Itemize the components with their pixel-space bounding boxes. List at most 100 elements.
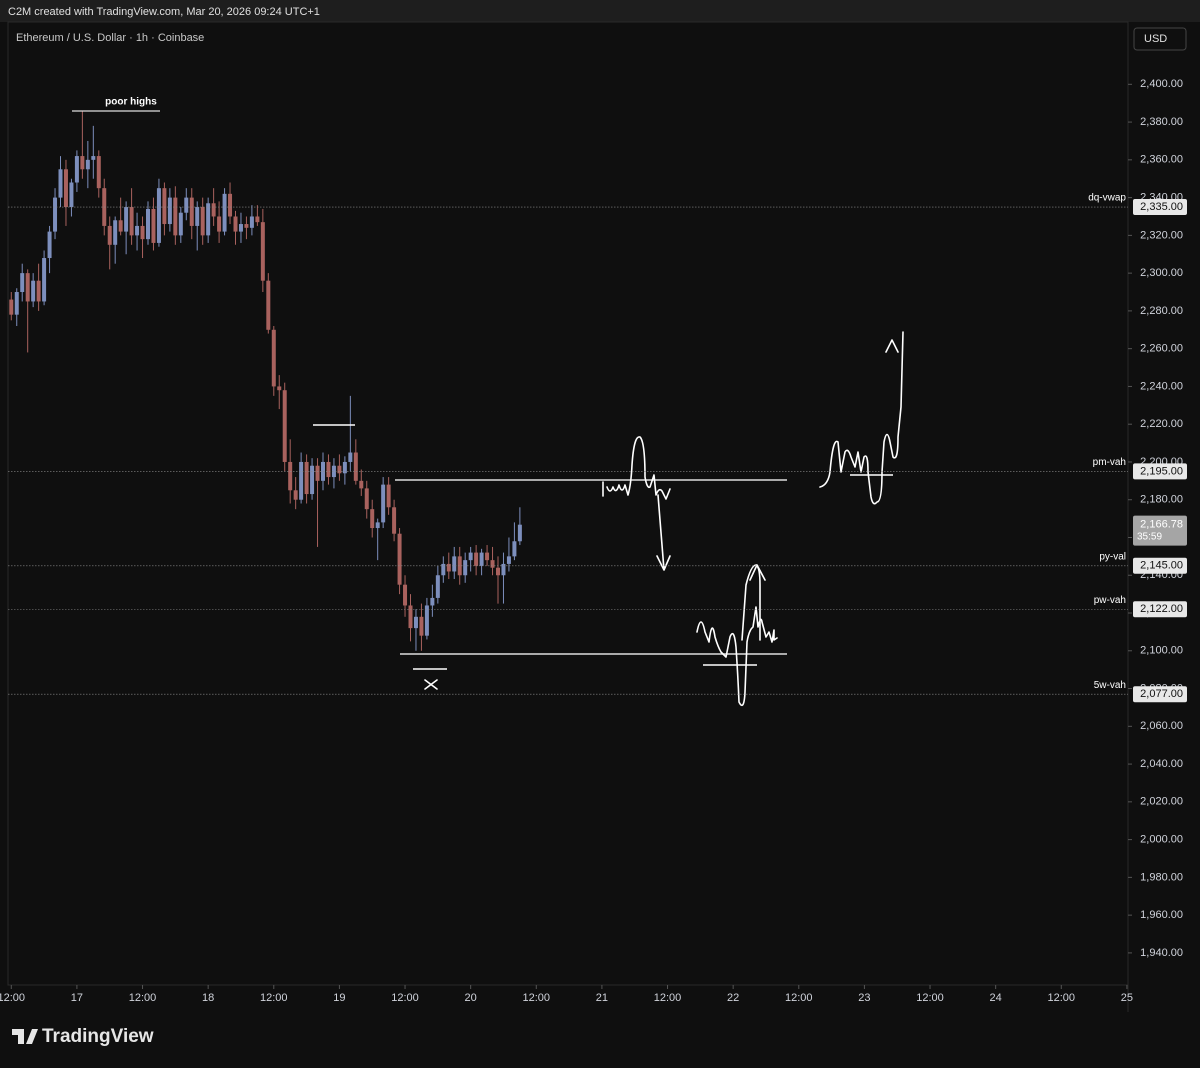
- candle-body: [47, 231, 52, 259]
- header-bar: [0, 0, 1200, 22]
- candle-body: [282, 390, 287, 462]
- scribble: [696, 564, 778, 707]
- currency-box[interactable]: [1133, 27, 1187, 51]
- candle-body: [146, 208, 150, 240]
- candle-body: [288, 461, 293, 491]
- candle-body: [31, 280, 36, 302]
- candle-body: [217, 216, 222, 232]
- y-tick-label: 2,100.00: [1140, 645, 1183, 657]
- brand: TradingView: [42, 1026, 154, 1047]
- y-tick-label: 2,280.00: [1140, 305, 1183, 317]
- y-tick-label: 2,180.00: [1140, 494, 1183, 506]
- candle-body: [452, 556, 457, 572]
- candle-body: [20, 273, 25, 293]
- y-tick-label: 1,940.00: [1140, 947, 1183, 959]
- candle-body: [375, 522, 380, 529]
- candles: [9, 110, 522, 651]
- x-tick-label: 12:00: [391, 992, 419, 1004]
- candle-body: [91, 156, 96, 160]
- footer: [0, 1012, 1200, 1063]
- candle-body: [151, 208, 156, 243]
- drawings: poor highs: [72, 97, 904, 707]
- candle-body: [364, 488, 369, 510]
- x-tick-label: 12:00: [129, 992, 157, 1004]
- y-tick-label: 2,220.00: [1140, 418, 1183, 430]
- y-tick-label: 2,060.00: [1140, 720, 1183, 732]
- x-tick-label: 12:00: [654, 992, 682, 1004]
- level-badge: [1133, 463, 1187, 480]
- candle-body: [124, 207, 129, 232]
- candle-body: [206, 203, 211, 236]
- candle-body: [9, 299, 14, 315]
- x-tick-label: 21: [596, 992, 608, 1004]
- candle-body: [392, 507, 397, 534]
- level-badge: [1133, 686, 1187, 703]
- level-badge: [1133, 199, 1187, 216]
- candle-body: [299, 461, 304, 500]
- y-tick-label: 2,320.00: [1140, 229, 1183, 241]
- candle-body: [162, 188, 167, 225]
- y-tick-label: 2,380.00: [1140, 116, 1183, 128]
- candle-body: [14, 292, 19, 315]
- candle-body: [266, 280, 271, 330]
- candle-body: [85, 159, 90, 170]
- x-tick-label: 17: [71, 992, 83, 1004]
- candle-body: [397, 533, 402, 585]
- x-tick-label: 20: [465, 992, 477, 1004]
- candle-body: [249, 216, 254, 228]
- brand-logo: [12, 1029, 38, 1044]
- candle-body: [178, 212, 183, 236]
- candle-body: [326, 461, 331, 478]
- candle-body: [135, 225, 140, 236]
- candle-body: [36, 280, 41, 302]
- candle-body: [69, 182, 74, 208]
- candle-body: [255, 216, 260, 223]
- candle-body: [359, 480, 364, 489]
- x-tick-label: 12:00: [523, 992, 551, 1004]
- candle-body: [173, 197, 178, 236]
- y-tick-label: 1,980.00: [1140, 871, 1183, 883]
- level-name: py-val: [1099, 551, 1126, 562]
- candle-body: [80, 156, 85, 170]
- candle-body: [118, 220, 123, 232]
- x-tick-label: 12:00: [0, 992, 25, 1004]
- candle-body: [260, 222, 265, 281]
- level-badge: [1133, 601, 1187, 618]
- x-tick-label: 12:00: [916, 992, 944, 1004]
- annotation: poor highs: [105, 97, 157, 108]
- candle-body: [353, 452, 358, 481]
- x-tick-label: 12:00: [260, 992, 288, 1004]
- candle-body: [468, 552, 473, 561]
- level-badge-label: 2,122.00: [1140, 603, 1183, 615]
- candle-body: [25, 273, 30, 302]
- y-tick-label: 2,300.00: [1140, 267, 1183, 279]
- x-tick-label: 18: [202, 992, 214, 1004]
- candle-body: [490, 560, 495, 568]
- scribble: [602, 436, 671, 571]
- candle-body: [277, 386, 282, 391]
- candle-body: [140, 225, 145, 240]
- candle-body: [342, 461, 347, 474]
- currency[interactable]: USD: [1144, 33, 1167, 45]
- candle-body: [42, 258, 47, 302]
- level-badge-label: 2,145.00: [1140, 560, 1183, 572]
- candle-body: [167, 197, 172, 225]
- x-tick-label: 23: [858, 992, 870, 1004]
- candle-body: [457, 556, 462, 576]
- levels: dq-vwap 2,335.00 pm-vah 2,195.00 py-val 2,145…: [8, 193, 1187, 703]
- countdown: 35:59: [1137, 531, 1162, 542]
- y-tick-label: 2,240.00: [1140, 380, 1183, 392]
- x-tick-label: 22: [727, 992, 739, 1004]
- candle-body: [479, 552, 484, 566]
- x-tick-label: 19: [333, 992, 345, 1004]
- y-tick-label: 2,400.00: [1140, 78, 1183, 90]
- level-name: 5w-vah: [1094, 680, 1126, 691]
- candle-body: [506, 556, 511, 564]
- candle-body: [419, 616, 424, 636]
- level-badge: [1133, 557, 1187, 574]
- x-tick-label: 24: [990, 992, 1002, 1004]
- candle-body: [331, 465, 336, 478]
- candle-body: [381, 484, 386, 523]
- candle-body: [129, 207, 134, 236]
